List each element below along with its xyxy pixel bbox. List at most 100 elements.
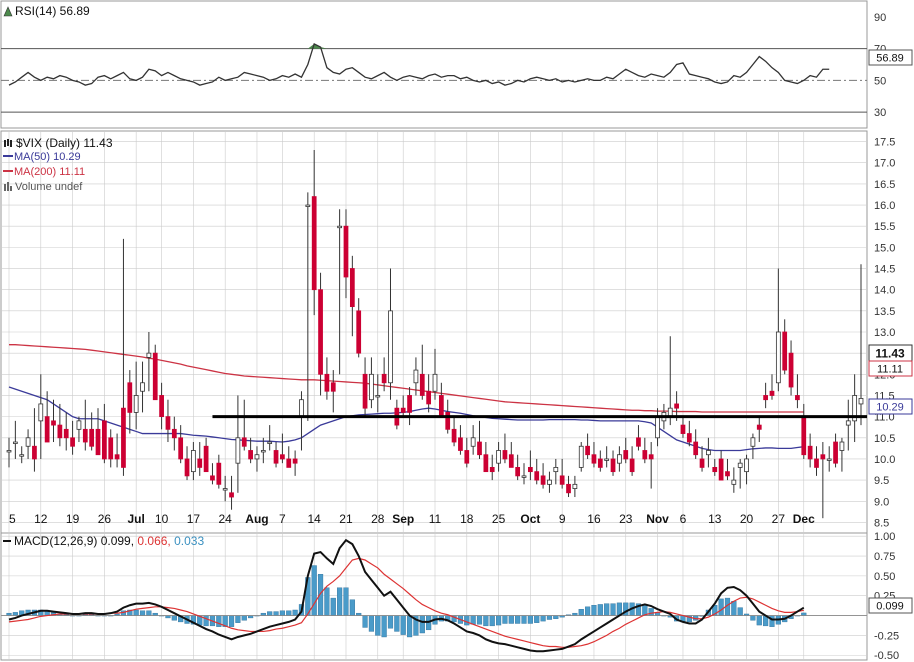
candle-body: [140, 382, 145, 392]
macd-histogram-bar: [508, 615, 514, 624]
candle-body: [159, 395, 164, 418]
candle: [254, 446, 260, 472]
candle: [559, 458, 565, 489]
macd-y-tick-label: 0.75: [874, 551, 895, 563]
macd-histogram-bar: [279, 610, 285, 616]
candle: [89, 412, 95, 451]
candle: [362, 357, 368, 417]
macd-histogram-bar: [597, 604, 603, 616]
macd-histogram-bar: [604, 603, 610, 616]
macd-histogram-bar: [400, 615, 406, 635]
macd-legend-text: MACD(12,26,9) 0.099, 0.066, 0.033: [14, 534, 204, 548]
candle-body: [731, 479, 737, 485]
macd-histogram-bar: [381, 615, 387, 638]
candle-body: [191, 450, 196, 473]
x-axis-tick-label: 24: [218, 512, 232, 526]
candle-body: [470, 437, 476, 447]
candle-body: [6, 450, 12, 453]
macd-histogram-bar: [311, 565, 317, 616]
candle-body: [407, 395, 412, 413]
macd-histogram-bar: [718, 598, 724, 616]
macd-histogram-bar: [585, 606, 591, 616]
candle-body: [280, 454, 285, 460]
candle: [585, 433, 590, 459]
candle: [744, 454, 749, 485]
candle-body: [197, 458, 203, 468]
candle-body: [534, 471, 540, 481]
candle: [604, 446, 610, 468]
macd-histogram-bar: [368, 615, 375, 632]
macd-histogram-bar: [591, 605, 597, 616]
candle: [311, 150, 317, 316]
candle-body: [820, 454, 826, 460]
x-axis-tick-label: 23: [619, 512, 633, 526]
macd-histogram-bar: [394, 615, 400, 632]
candle: [82, 399, 88, 451]
candle: [686, 420, 692, 447]
candle-body: [369, 373, 374, 401]
candle: [706, 437, 711, 468]
candle-body: [222, 488, 228, 491]
macd-legend-main: MACD(12,26,9) 0.099,: [14, 534, 134, 548]
x-axis-tick-label: 10: [155, 512, 169, 526]
x-axis-tick-label: 7: [279, 512, 286, 526]
macd-histogram-bar: [228, 615, 235, 627]
candle: [591, 442, 597, 468]
candle-body: [388, 310, 393, 384]
candle-body: [171, 428, 177, 439]
candle-body: [508, 454, 514, 468]
candle-body: [337, 225, 342, 229]
price-last-value: 11.43: [875, 347, 905, 361]
macd-histogram-bar: [133, 609, 139, 616]
candle: [775, 268, 781, 392]
candle: [693, 429, 699, 459]
candle-body: [572, 483, 578, 489]
candle-body: [629, 458, 635, 473]
candle: [731, 467, 737, 493]
macd-histogram-bar: [483, 615, 489, 627]
candle-body: [432, 373, 438, 392]
candle-body: [95, 428, 101, 456]
candle: [464, 437, 470, 468]
candle-body: [330, 382, 336, 392]
candle-body: [858, 398, 864, 405]
candle: [483, 442, 489, 473]
x-axis-tick-label: 5: [9, 512, 16, 526]
candle: [572, 475, 578, 498]
candle: [25, 429, 31, 459]
candle: [76, 416, 82, 443]
x-axis-tick-label: 13: [708, 512, 722, 526]
candle: [718, 450, 724, 481]
rsi-y-tick-label: 30: [874, 107, 886, 119]
macd-histogram-bar: [362, 615, 368, 628]
candle-body: [604, 458, 610, 461]
x-axis-tick-label: 26: [98, 512, 112, 526]
macd-histogram-bar: [324, 587, 330, 616]
macd-histogram-bar: [502, 615, 508, 624]
candle-body: [521, 475, 527, 478]
rsi-panel-frame: [0, 0, 868, 129]
candle: [305, 192, 311, 421]
ma50-last-value: 10.29: [876, 402, 904, 414]
rsi-line: [8, 42, 830, 86]
price-plot: [1, 131, 867, 533]
candle: [127, 370, 133, 434]
candle: [763, 382, 768, 409]
candle-legend-icon: [4, 139, 12, 147]
candle: [629, 446, 635, 476]
candle-body: [32, 445, 37, 460]
ma50-line: [8, 386, 804, 452]
candle-body: [597, 458, 603, 468]
candle: [19, 446, 25, 464]
macd-histogram-bar: [139, 610, 146, 616]
candle-body: [648, 454, 654, 460]
candle: [725, 458, 730, 481]
candle-body: [807, 445, 813, 460]
candle: [852, 374, 858, 443]
macd-y-tick-label: 1.00: [874, 531, 895, 543]
macd-legend-hist: 0.033: [171, 534, 205, 548]
candle: [419, 344, 425, 400]
candle: [343, 209, 349, 299]
macd-y-tick-label: 0.50: [874, 571, 895, 583]
candle-body: [51, 420, 56, 426]
